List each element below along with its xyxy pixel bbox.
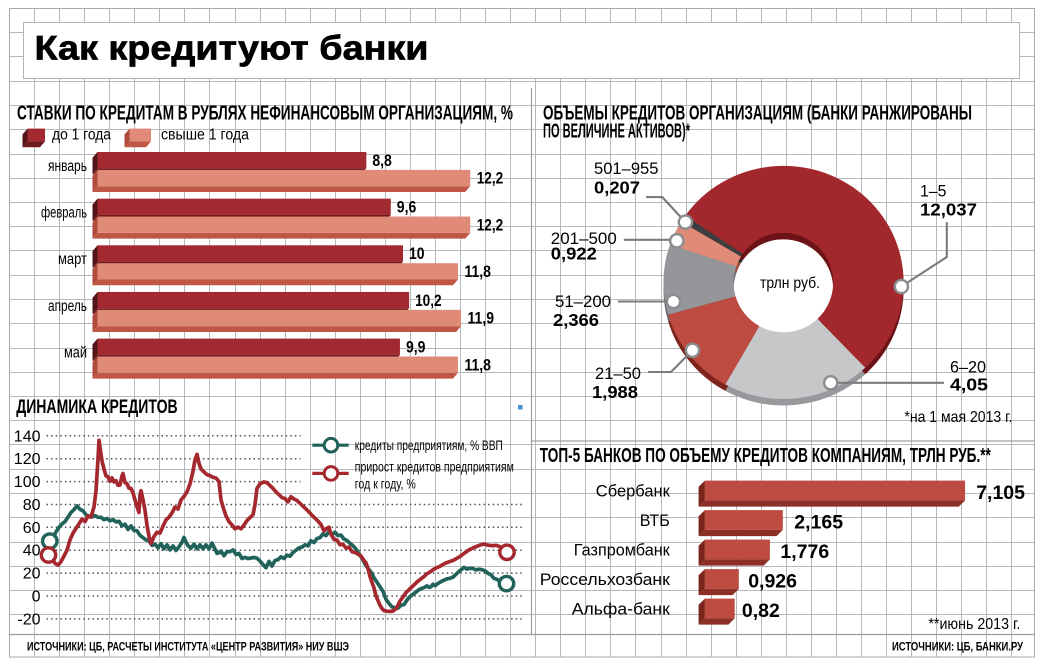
svg-text:8,8: 8,8 [372,152,392,170]
svg-text:0,926: 0,926 [748,571,797,593]
svg-text:4,05: 4,05 [950,375,988,395]
svg-text:9,6: 9,6 [397,198,417,216]
svg-text:трлн руб.: трлн руб. [760,275,820,292]
svg-text:**июнь 2013 г.: **июнь 2013 г. [928,616,1020,633]
svg-text:12,037: 12,037 [920,200,977,220]
svg-text:ВТБ: ВТБ [640,511,670,530]
svg-text:1,988: 1,988 [592,382,638,402]
svg-text:0,82: 0,82 [742,600,780,622]
svg-text:прирост кредитов предприятиям: прирост кредитов предприятиям [355,460,514,475]
svg-text:ИСТОЧНИКИ: ЦБ, РАСЧЕТЫ ИНСТИТУ: ИСТОЧНИКИ: ЦБ, РАСЧЕТЫ ИНСТИТУТА «ЦЕНТР … [27,640,349,654]
svg-text:февраль: февраль [41,204,87,221]
svg-text:20: 20 [23,566,41,583]
svg-text:Россельхозбанк: Россельхозбанк [540,570,671,589]
svg-text:Сбербанк: Сбербанк [596,481,671,500]
svg-text:7,105: 7,105 [976,482,1025,504]
svg-text:120: 120 [14,451,41,468]
svg-text:свыше 1 года: свыше 1 года [161,126,249,143]
svg-text:80: 80 [23,497,41,514]
svg-text:9,9: 9,9 [406,338,426,356]
svg-text:11,9: 11,9 [468,310,495,328]
svg-text:21–50: 21–50 [595,365,641,383]
svg-text:1–5: 1–5 [920,183,947,201]
svg-text:январь: январь [48,158,87,175]
svg-text:40: 40 [23,543,41,560]
svg-text:до 1 года: до 1 года [52,126,111,143]
svg-text:140: 140 [14,428,41,445]
svg-text:0,207: 0,207 [594,177,640,197]
svg-text:10: 10 [409,245,425,263]
svg-text:100: 100 [14,474,41,491]
svg-text:12,2: 12,2 [477,216,504,234]
svg-text:ОБЪЕМЫ КРЕДИТОВ ОРГАНИЗАЦИЯМ (: ОБЪЕМЫ КРЕДИТОВ ОРГАНИЗАЦИЯМ (БАНКИ РАНЖ… [543,102,972,125]
svg-text:51–200: 51–200 [555,293,611,311]
svg-text:-20: -20 [17,611,40,628]
svg-text:СТАВКИ ПО КРЕДИТАМ В РУБЛЯХ НЕ: СТАВКИ ПО КРЕДИТАМ В РУБЛЯХ НЕФИНАНСОВЫМ… [17,102,513,125]
svg-text:11,8: 11,8 [464,263,491,281]
svg-text:11,8: 11,8 [464,356,491,374]
svg-text:апрель: апрель [48,298,87,315]
svg-text:ДИНАМИКА КРЕДИТОВ: ДИНАМИКА КРЕДИТОВ [16,396,178,418]
svg-text:12,2: 12,2 [477,170,504,188]
svg-text:2,366: 2,366 [553,310,599,330]
svg-text:201–500: 201–500 [551,230,617,248]
svg-text:кредиты предприятиям, % ВВП: кредиты предприятиям, % ВВП [355,438,503,453]
svg-text:*на 1 мая 2013 г.: *на 1 мая 2013 г. [904,409,1012,426]
svg-text:2,165: 2,165 [794,512,843,534]
svg-text:Как кредитуют банки: Как кредитуют банки [35,30,429,68]
svg-text:60: 60 [23,520,41,537]
svg-text:0,922: 0,922 [551,244,597,264]
svg-text:март: март [58,251,87,268]
svg-text:май: май [64,344,87,361]
svg-text:501–955: 501–955 [594,160,659,178]
svg-text:1,776: 1,776 [780,541,829,563]
svg-text:6–20: 6–20 [950,359,986,377]
svg-text:ПО ВЕЛИЧИНЕ АКТИВОВ)*: ПО ВЕЛИЧИНЕ АКТИВОВ)* [543,120,690,143]
svg-text:Альфа-банк: Альфа-банк [572,599,671,618]
svg-text:ИСТОЧНИКИ: ЦБ, БАНКИ.РУ: ИСТОЧНИКИ: ЦБ, БАНКИ.РУ [892,640,1024,654]
svg-text:ТОП-5 БАНКОВ ПО ОБЪЕМУ КРЕДИТО: ТОП-5 БАНКОВ ПО ОБЪЕМУ КРЕДИТОВ КОМПАНИЯ… [540,444,991,467]
svg-text:год к году, %: год к году, % [355,477,416,492]
svg-text:10,2: 10,2 [415,292,442,310]
svg-text:Газпромбанк: Газпромбанк [574,540,671,559]
svg-text:0: 0 [32,589,41,606]
